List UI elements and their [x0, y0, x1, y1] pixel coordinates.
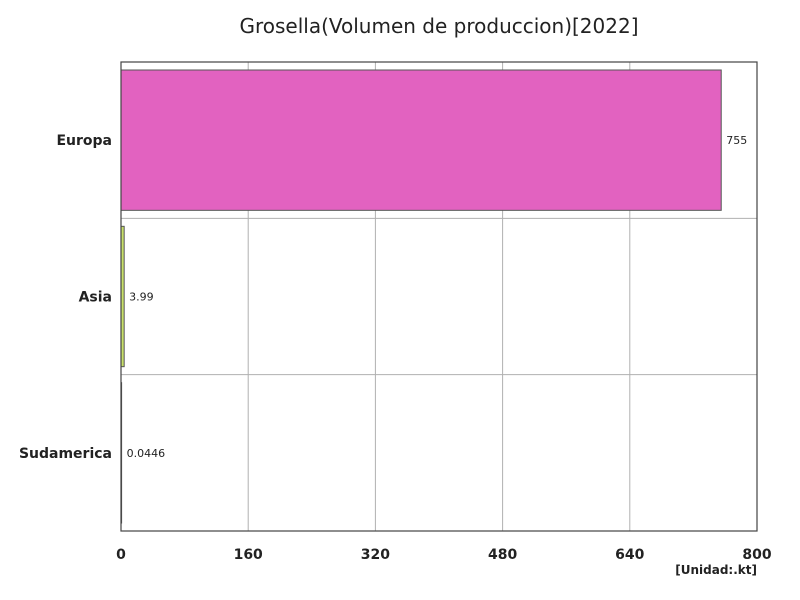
plot-frame	[120, 61, 758, 532]
x-tick-label: 0	[116, 547, 126, 563]
unit-label: [Unidad:.kt]	[675, 563, 757, 577]
labels: 0 160 320 480 640 800 Europa 755 Asia 3.99 Sudamer…	[19, 133, 772, 563]
bars	[120, 69, 722, 524]
chart-title: Grosella(Volumen de produccion)[2022]	[239, 14, 639, 38]
data-label: 0.0446	[127, 447, 166, 460]
x-tick-label: 320	[361, 547, 390, 563]
data-label: 3.99	[129, 291, 154, 304]
bar-europa	[120, 69, 722, 211]
data-label: 755	[726, 134, 747, 147]
category-label: Asia	[79, 290, 112, 306]
x-tick-label: 800	[742, 547, 771, 563]
category-label: Europa	[56, 133, 112, 149]
x-tick-label: 640	[615, 547, 644, 563]
x-tick-label: 480	[488, 547, 517, 563]
x-tick-label: 160	[234, 547, 263, 563]
category-label: Sudamerica	[19, 446, 112, 462]
